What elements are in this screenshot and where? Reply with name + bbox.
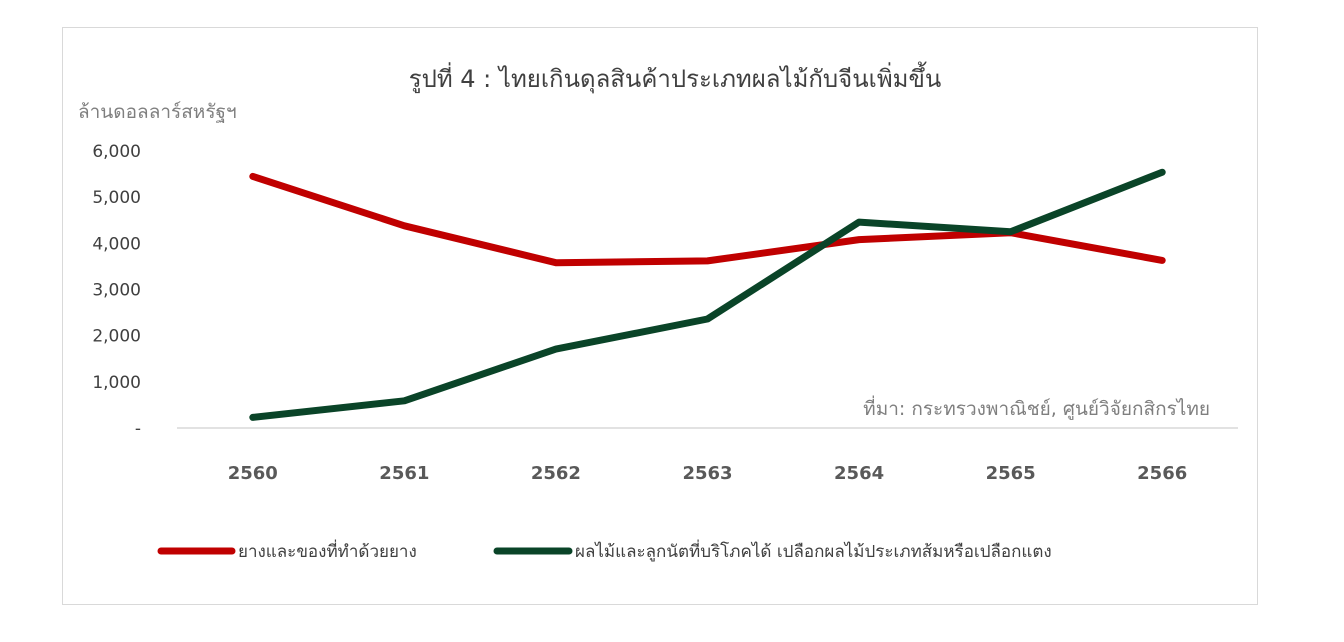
x-tick-label: 2560: [228, 463, 278, 484]
source-note: ที่มา: กระทรวงพาณิชย์, ศูนย์วิจัยกสิกรไท…: [863, 395, 1210, 420]
series-lines: [249, 168, 1166, 421]
legend: ยางและของที่ทำด้วยยาง ผลไม้และลูกนัตที่บร…: [157, 539, 1052, 562]
x-tick-label: 2563: [682, 463, 732, 484]
x-tick-label: 2562: [531, 463, 581, 484]
chart-title: รูปที่ 4 : ไทยเกินดุลสินค้าประเภทผลไม้กั…: [409, 61, 942, 94]
legend-label-2: ผลไม้และลูกนัตที่บริโภคได้ เปลือกผลไม้ปร…: [575, 539, 1052, 562]
x-tick-label: 2566: [1137, 463, 1187, 484]
y-axis-ticks: - 1,000 2,000 3,000 4,000 5,000 6,000: [92, 142, 141, 439]
y-tick-label: 2,000: [92, 327, 141, 347]
x-tick-label: 2561: [379, 463, 429, 484]
y-tick-label: 5,000: [92, 188, 141, 208]
x-axis-ticks: 2560 2561 2562 2563 2564 2565 2566: [228, 463, 1188, 484]
y-tick-label: -: [135, 419, 141, 439]
x-tick-label: 2564: [834, 463, 884, 484]
y-axis-unit-label: ล้านดอลลาร์สหรัฐฯ: [78, 101, 237, 123]
legend-label-1: ยางและของที่ทำด้วยยาง: [238, 539, 417, 562]
y-tick-label: 1,000: [92, 373, 141, 393]
y-tick-label: 4,000: [92, 234, 141, 254]
chart-frame: [62, 27, 1258, 605]
series-line-2: [249, 168, 1166, 421]
y-tick-label: 3,000: [92, 281, 141, 301]
y-tick-label: 6,000: [92, 142, 141, 162]
series-line-1: [249, 172, 1166, 267]
x-tick-label: 2565: [986, 463, 1036, 484]
